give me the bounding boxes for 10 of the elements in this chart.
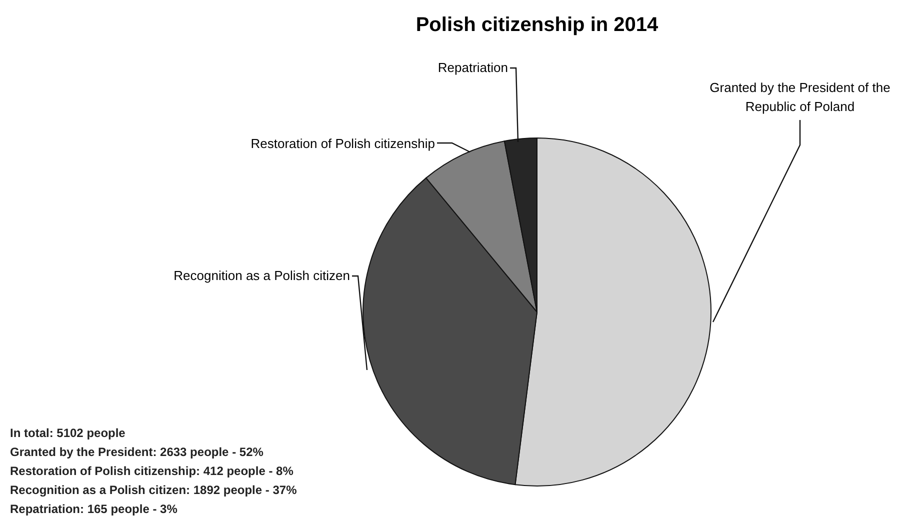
slice-label: Recognition as a Polish citizen: [172, 267, 350, 285]
chart-title: Polish citizenship in 2014: [414, 14, 660, 37]
slice-label: Repatriation: [436, 59, 508, 77]
text: Repatriation: 165 people - 3%: [10, 501, 178, 518]
slice-label: Granted by the President of the Republic of Poland: [708, 79, 892, 116]
text: Restoration of Polish citizenship: 412 people - 8%: [10, 463, 294, 480]
text: Granted by the President: 2633 people - 52%: [10, 444, 264, 461]
text: Recognition as a Polish citizen: 1892 people - 37%: [10, 482, 297, 499]
text: In total: 5102 people: [10, 425, 126, 442]
slice-label: Restoration of Polish citizenship: [250, 135, 435, 153]
